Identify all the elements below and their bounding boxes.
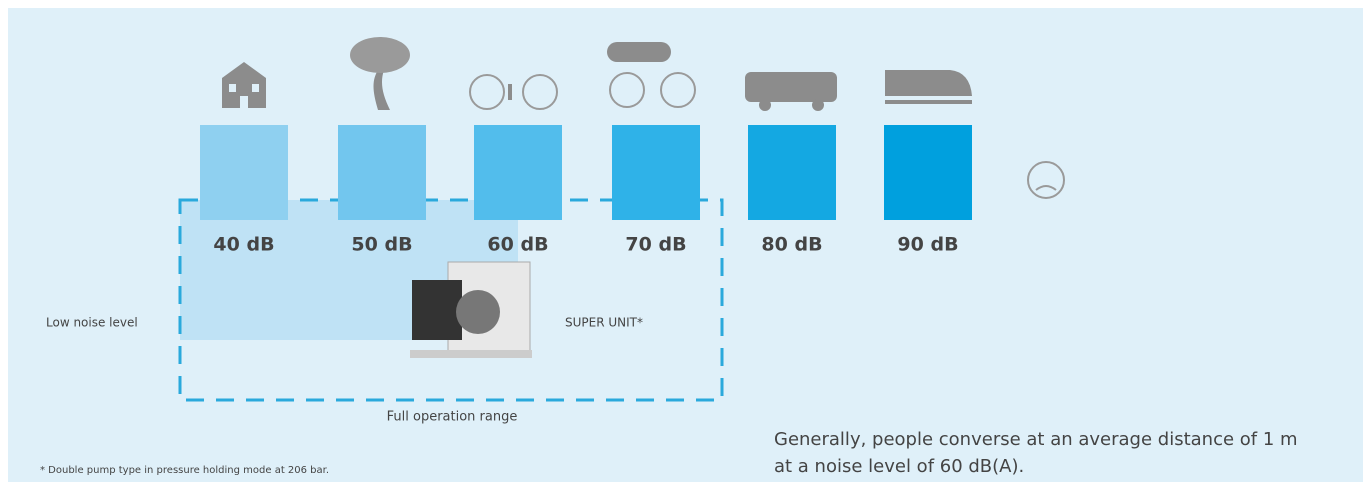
footnote: * Double pump type in pressure holding m… bbox=[40, 465, 329, 476]
range-label: Full operation range bbox=[387, 410, 518, 425]
level-square bbox=[338, 125, 426, 220]
train-icon bbox=[885, 70, 972, 96]
level-label: 50 dB bbox=[351, 234, 412, 256]
level-label: 60 dB bbox=[487, 234, 548, 256]
level-square bbox=[200, 125, 288, 220]
note-line: at a noise level of 60 dB(A). bbox=[774, 456, 1024, 477]
diagram: Low noise level SUPER UNIT* Full operati… bbox=[0, 0, 1371, 490]
level-square bbox=[884, 125, 972, 220]
level-label: 70 dB bbox=[625, 234, 686, 256]
note-line: Generally, people converse at an average… bbox=[774, 429, 1298, 450]
level-label: 40 dB bbox=[213, 234, 274, 256]
level-square bbox=[748, 125, 836, 220]
level-square bbox=[474, 125, 562, 220]
bus-icon bbox=[745, 72, 837, 102]
low-noise-label: Low noise level bbox=[46, 316, 138, 330]
product-label: SUPER UNIT* bbox=[565, 316, 643, 330]
level-square bbox=[612, 125, 700, 220]
level-label: 80 dB bbox=[761, 234, 822, 256]
level-label: 90 dB bbox=[897, 234, 958, 256]
